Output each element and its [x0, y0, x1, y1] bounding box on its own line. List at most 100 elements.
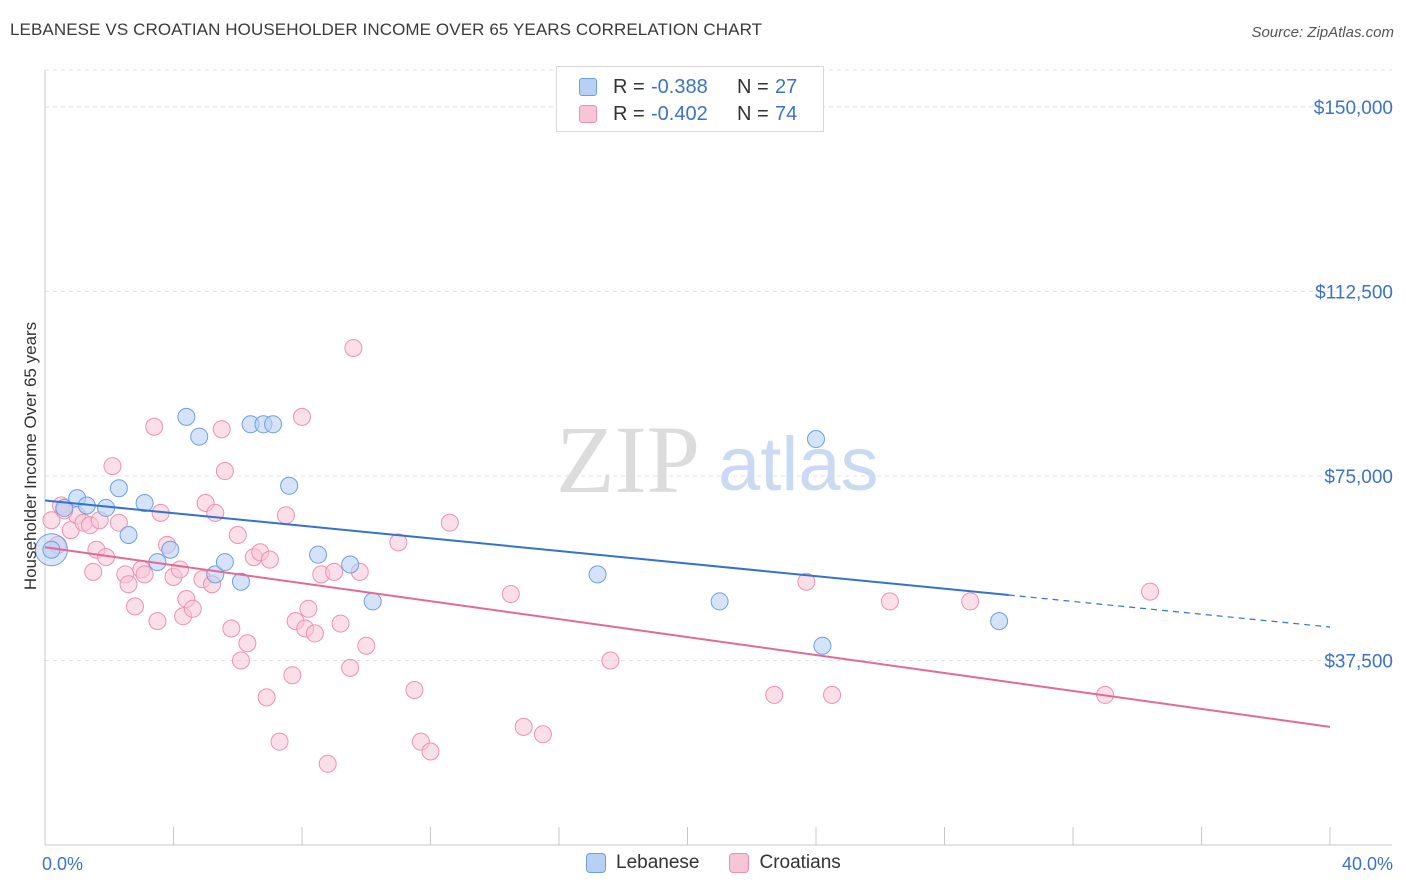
- y-tick-label: $112,500: [1315, 282, 1393, 303]
- croatians-point: [325, 562, 344, 581]
- legend-r-label: R =: [613, 102, 645, 125]
- legend-item-lebanese[interactable]: Lebanese: [586, 852, 699, 874]
- croatians-point: [405, 681, 424, 699]
- series-legend: Lebanese Croatians: [586, 852, 871, 874]
- x-tick-label: 40.0%: [1342, 854, 1393, 874]
- croatians-point: [357, 636, 376, 655]
- lebanese-point: [813, 636, 832, 655]
- legend-row-lebanese: R = -0.388 N = 27: [579, 74, 797, 100]
- croatians-point: [797, 572, 816, 591]
- croatians-point: [145, 417, 164, 436]
- lebanese-point: [231, 572, 250, 591]
- correlation-legend: R = -0.388 N = 27 R = -0.402 N = 74: [556, 66, 824, 132]
- legend-swatch-pink: [579, 105, 597, 123]
- croatians-point: [961, 592, 980, 611]
- lebanese-point: [990, 612, 1009, 631]
- croatians-point: [231, 651, 250, 670]
- legend-swatch-lebanese: [586, 853, 606, 873]
- legend-item-croatians[interactable]: Croatians: [729, 852, 841, 874]
- lebanese-point: [161, 540, 180, 559]
- croatians-point: [501, 585, 520, 604]
- legend-n-label: N =: [737, 102, 769, 125]
- croatians-point: [341, 658, 360, 677]
- lebanese-point: [280, 476, 299, 495]
- croatians-point: [318, 754, 337, 773]
- croatians-point: [135, 565, 154, 584]
- axes: [44, 70, 1392, 846]
- croatians-point: [238, 634, 257, 653]
- croatians-point: [212, 420, 231, 439]
- croatians-point: [84, 562, 103, 581]
- lebanese-point: [807, 430, 825, 449]
- croatians-point: [257, 688, 276, 707]
- lebanese-point: [363, 592, 382, 611]
- legend-label-lebanese: Lebanese: [616, 852, 700, 873]
- legend-r-value: -0.402: [651, 102, 708, 125]
- legend-label-croatians: Croatians: [759, 852, 841, 873]
- tick-labels: $37,500 $75,000 $112,500 $150,000 0.0% 40.0%: [42, 98, 1393, 874]
- lebanese-trend-extension: [1008, 594, 1331, 628]
- croatians-point: [260, 550, 279, 569]
- lebanese-trend-line: [44, 499, 1009, 597]
- gridlines: [45, 69, 1392, 661]
- legend-r-value: -0.388: [651, 75, 708, 98]
- lebanese-point: [109, 479, 128, 498]
- croatians-point: [125, 597, 144, 616]
- lebanese-point: [710, 592, 729, 611]
- croatians-point: [215, 462, 234, 481]
- croatians-point: [514, 717, 533, 736]
- legend-r-label: R =: [613, 75, 645, 98]
- croatians-point: [305, 624, 324, 643]
- lebanese-point: [588, 565, 607, 584]
- croatians-point: [421, 742, 440, 761]
- legend-n-value: 27: [775, 75, 798, 98]
- croatians-point: [183, 599, 202, 618]
- croatians-point: [880, 592, 899, 611]
- croatians-point: [389, 533, 408, 552]
- legend-n-label: N =: [737, 75, 769, 98]
- y-axis-label: Householder Income Over 65 years: [21, 322, 40, 590]
- croatians-point: [299, 599, 318, 618]
- croatians-point: [440, 513, 459, 532]
- y-tick-label: $150,000: [1314, 98, 1393, 119]
- croatians-point: [222, 619, 241, 638]
- lebanese-point: [119, 526, 138, 544]
- legend-n-value: 74: [775, 102, 798, 125]
- lebanese-point: [215, 553, 234, 572]
- croatians-point: [331, 614, 350, 633]
- croatians-point: [103, 457, 122, 476]
- legend-row-croatians: R = -0.402 N = 74: [579, 101, 797, 127]
- croatians-point: [148, 612, 167, 631]
- croatians-point: [765, 685, 784, 704]
- legend-swatch-blue: [579, 78, 597, 96]
- croatians-trend-line: [44, 546, 1331, 728]
- croatians-point: [119, 575, 138, 594]
- legend-swatch-croatians: [729, 853, 750, 873]
- chart-title: LEBANESE VS CROATIAN HOUSEHOLDER INCOME …: [10, 20, 763, 39]
- croatians-point: [1141, 582, 1160, 601]
- watermark-zip: ZIP: [556, 406, 700, 513]
- croatians-point: [283, 666, 302, 685]
- croatians-point: [109, 513, 128, 532]
- lebanese-points: [34, 407, 1009, 655]
- croatians-point: [270, 732, 289, 751]
- lebanese-point: [341, 555, 360, 574]
- croatians-point: [533, 725, 552, 744]
- lebanese-point: [190, 427, 209, 446]
- croatians-point: [344, 339, 363, 358]
- y-tick-label: $37,500: [1324, 651, 1393, 672]
- croatians-point: [228, 526, 247, 544]
- x-tick-label: 0.0%: [42, 854, 83, 874]
- lebanese-point: [135, 494, 154, 513]
- lebanese-point: [177, 407, 196, 426]
- croatians-point: [170, 560, 189, 579]
- croatians-point: [276, 506, 295, 525]
- watermark-atlas: atlas: [718, 422, 879, 507]
- lebanese-point: [264, 415, 283, 434]
- croatians-point: [601, 651, 620, 670]
- source-credit: Source: ZipAtlas.com: [1251, 24, 1394, 41]
- lebanese-point: [309, 545, 328, 564]
- croatians-point: [823, 685, 842, 704]
- y-tick-label: $75,000: [1324, 467, 1393, 488]
